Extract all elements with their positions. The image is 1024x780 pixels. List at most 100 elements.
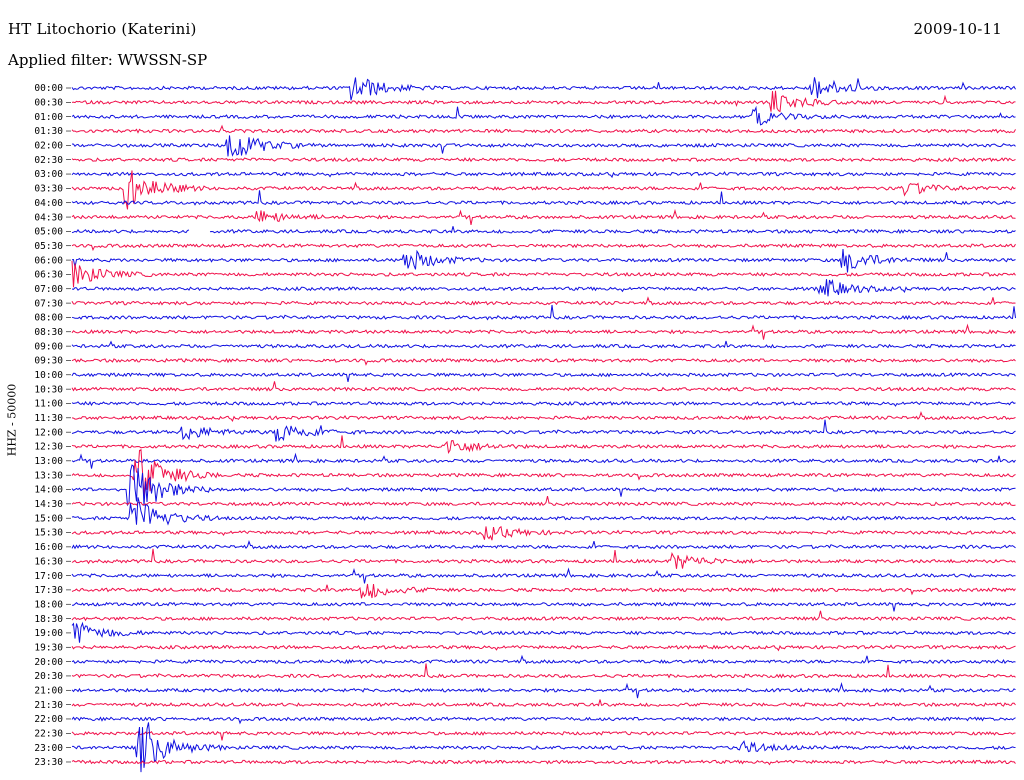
tick-label: 17:00 <box>34 571 63 582</box>
tick-label: 19:00 <box>34 628 63 639</box>
trace-1830 <box>71 610 1016 622</box>
trace-0300 <box>71 171 1016 179</box>
tick-label: 16:00 <box>34 542 63 553</box>
filter-label: Applied filter: WWSSN-SP <box>8 51 208 69</box>
trace-0100 <box>71 105 1016 126</box>
tick-label: 03:30 <box>34 184 63 195</box>
station-title: HT Litochorio (Katerini) <box>8 20 197 38</box>
trace-0000 <box>71 77 1016 101</box>
tick-label: 13:30 <box>34 470 63 481</box>
trace-0830 <box>71 323 1016 340</box>
trace-0500 <box>71 226 1016 235</box>
tick-label: 14:30 <box>34 499 63 510</box>
tick-label: 07:00 <box>34 284 63 295</box>
tick-label: 04:00 <box>34 198 63 209</box>
tick-label: 21:00 <box>34 685 63 696</box>
trace-1530 <box>71 525 1016 541</box>
tick-label: 12:00 <box>34 427 63 438</box>
trace-1630 <box>71 548 1016 569</box>
trace-0230 <box>71 157 1016 163</box>
trace-1500 <box>71 497 1016 526</box>
trace-2300 <box>72 722 1016 773</box>
trace-0730 <box>71 296 1016 306</box>
tick-label: 04:30 <box>34 212 63 223</box>
tick-label: 22:00 <box>34 714 63 725</box>
tick-label: 02:00 <box>34 141 63 152</box>
trace-0630 <box>71 260 1016 288</box>
trace-0130 <box>71 124 1016 134</box>
tick-label: 16:30 <box>34 556 63 567</box>
tick-label: 23:30 <box>34 757 63 768</box>
trace-0930 <box>71 357 1016 366</box>
trace-0430 <box>71 208 1016 225</box>
trace-1730 <box>71 583 1016 599</box>
tick-label: 09:00 <box>34 341 63 352</box>
trace-2330 <box>71 759 1016 766</box>
tick-label: 05:30 <box>34 241 63 252</box>
tick-label: 06:30 <box>34 270 63 281</box>
tick-label: 00:30 <box>34 98 63 109</box>
tick-label: 18:00 <box>34 599 63 610</box>
trace-1100 <box>71 400 1016 407</box>
trace-1430 <box>71 495 1016 507</box>
trace-1230 <box>71 435 1016 454</box>
trace-1600 <box>71 540 1016 550</box>
tick-label: 15:30 <box>34 528 63 539</box>
tick-label: 21:30 <box>34 700 63 711</box>
trace-2030 <box>71 663 1016 679</box>
trace-1300 <box>71 452 1016 469</box>
trace-2230 <box>71 730 1016 741</box>
trace-1030 <box>71 381 1016 392</box>
trace-0800 <box>71 304 1016 321</box>
trace-1130 <box>71 410 1016 422</box>
trace-1400 <box>71 464 1016 507</box>
trace-1800 <box>72 601 1016 612</box>
tick-label: 10:00 <box>34 370 63 381</box>
tick-label: 11:30 <box>34 413 63 424</box>
tick-label: 00:00 <box>34 83 63 94</box>
tick-label: 05:00 <box>34 227 63 238</box>
trace-0200 <box>71 135 1016 157</box>
tick-label: 01:00 <box>34 112 63 123</box>
trace-1330 <box>71 449 1016 496</box>
tick-label: 11:00 <box>34 399 63 410</box>
tick-label: 06:00 <box>34 255 63 266</box>
trace-0030 <box>71 90 1016 113</box>
trace-1200 <box>71 419 1016 442</box>
record-date: 2009-10-11 <box>913 20 1002 38</box>
trace-1900 <box>71 621 1016 643</box>
tick-label: 20:30 <box>34 671 63 682</box>
tick-label: 13:00 <box>34 456 63 467</box>
trace-2000 <box>71 654 1016 665</box>
tick-label: 19:30 <box>34 642 63 653</box>
trace-2130 <box>71 699 1016 708</box>
trace-0900 <box>71 340 1016 349</box>
trace-0400 <box>71 190 1016 206</box>
tick-label: 18:30 <box>34 614 63 625</box>
trace-0600 <box>71 248 1016 273</box>
trace-1930 <box>71 644 1016 652</box>
tick-label: 20:00 <box>34 657 63 668</box>
tick-label: 15:00 <box>34 513 63 524</box>
tick-label: 23:00 <box>34 743 63 754</box>
trace-0330 <box>71 170 1016 210</box>
trace-1000 <box>71 372 1016 382</box>
tick-label: 08:30 <box>34 327 63 338</box>
trace-2100 <box>71 682 1016 699</box>
tick-label: 07:30 <box>34 298 63 309</box>
tick-label: 10:30 <box>34 384 63 395</box>
trace-2200 <box>71 716 1016 725</box>
trace-0530 <box>71 243 1016 252</box>
tick-label: 09:30 <box>34 356 63 367</box>
trace-1700 <box>71 567 1016 584</box>
tick-label: 12:30 <box>34 442 63 453</box>
tick-label: 14:00 <box>34 485 63 496</box>
tick-label: 02:30 <box>34 155 63 166</box>
tick-label: 08:00 <box>34 313 63 324</box>
trace-0700 <box>71 278 1016 297</box>
tick-label: 03:00 <box>34 169 63 180</box>
tick-label: 01:30 <box>34 126 63 137</box>
tick-label: 22:30 <box>34 729 63 740</box>
tick-label: 17:30 <box>34 585 63 596</box>
